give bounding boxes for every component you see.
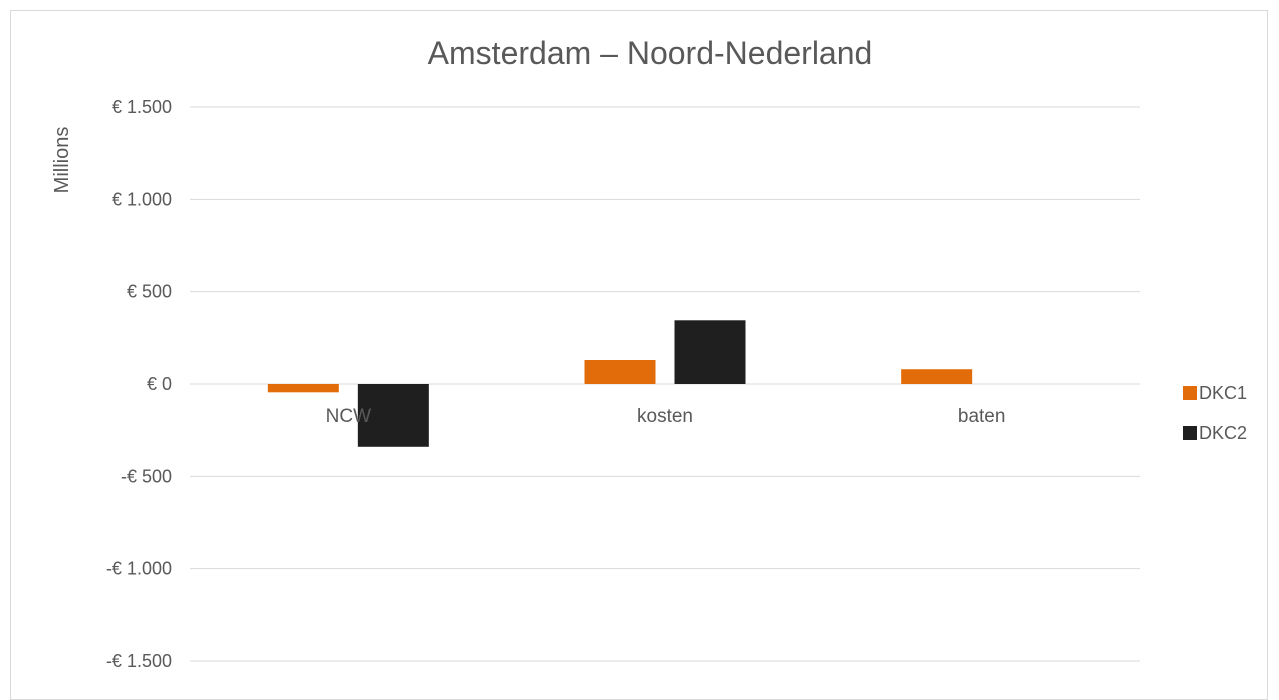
legend-swatch bbox=[1183, 386, 1197, 400]
bar-dkc1-ncw bbox=[267, 384, 339, 393]
bar-dkc1-kosten bbox=[584, 359, 656, 384]
y-tick-label: -€ 500 bbox=[121, 466, 172, 486]
category-label: kosten bbox=[637, 406, 693, 427]
legend-swatch bbox=[1183, 426, 1197, 440]
legend: DKC1 DKC2 bbox=[1183, 383, 1247, 443]
category-label: NCW bbox=[326, 406, 371, 427]
y-tick-label: € 1.000 bbox=[112, 189, 172, 209]
chart-title: Amsterdam – Noord-Nederland bbox=[428, 35, 873, 71]
chart-frame bbox=[10, 10, 1268, 700]
legend-label: DKC2 bbox=[1199, 423, 1247, 443]
y-axis-label: Millions bbox=[51, 127, 73, 194]
bar-dkc2-ncw bbox=[357, 384, 429, 447]
category-label: baten bbox=[958, 406, 1006, 427]
category-labels: NCW kosten baten bbox=[326, 406, 1006, 427]
y-tick-label: -€ 1.500 bbox=[106, 651, 172, 671]
y-tick-label: € 500 bbox=[127, 282, 172, 302]
bar-dkc2-kosten bbox=[674, 320, 746, 384]
gridlines bbox=[190, 106, 1140, 662]
y-tick-label: € 0 bbox=[147, 374, 172, 394]
y-tick-label: -€ 1.000 bbox=[106, 559, 172, 579]
legend-label: DKC1 bbox=[1199, 383, 1247, 403]
bars bbox=[267, 320, 973, 447]
y-tick-label: € 1.500 bbox=[112, 97, 172, 117]
bar-dkc1-baten bbox=[901, 369, 973, 384]
y-axis-ticks: € 1.500 € 1.000 € 500 € 0 -€ 500 -€ 1.000 -€ 1… bbox=[106, 97, 172, 671]
